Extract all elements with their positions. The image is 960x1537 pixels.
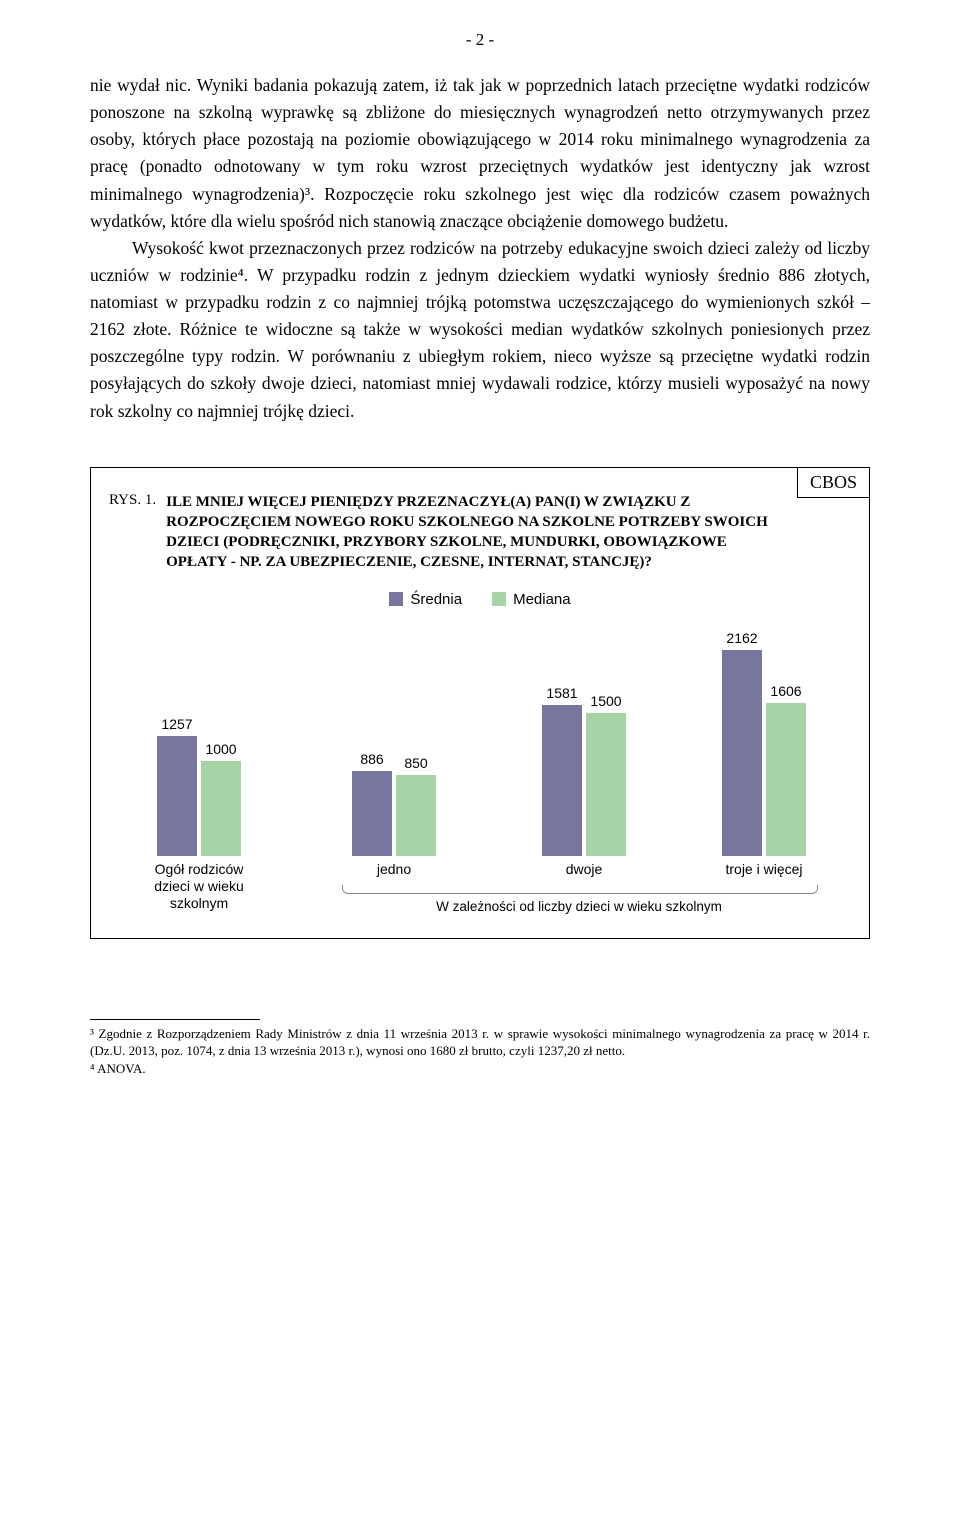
footnotes: ³ Zgodnie z Rozporządzeniem Rady Ministr… bbox=[90, 1019, 870, 1079]
footnote-4: ⁴ ANOVA. bbox=[90, 1061, 870, 1078]
bar-median-label-two: 1500 bbox=[586, 693, 626, 709]
bar-group-two: 15811500 bbox=[542, 705, 626, 856]
legend-swatch-mean bbox=[389, 592, 403, 606]
bar-mean-label-all: 1257 bbox=[157, 716, 197, 732]
bar-group-three: 21621606 bbox=[722, 650, 806, 856]
cbos-badge: CBOS bbox=[797, 467, 870, 498]
paragraph-2: Wysokość kwot przeznaczonych przez rodzi… bbox=[90, 235, 870, 425]
legend-mean: Średnia bbox=[389, 591, 462, 608]
footnote-rule bbox=[90, 1019, 260, 1020]
bar-median-label-all: 1000 bbox=[201, 741, 241, 757]
bar-mean-label-three: 2162 bbox=[722, 630, 762, 646]
bar-median-label-one: 850 bbox=[396, 755, 436, 771]
bar-median-two: 1500 bbox=[586, 713, 626, 856]
legend-label-median: Mediana bbox=[513, 591, 571, 608]
bar-median-all: 1000 bbox=[201, 761, 241, 856]
chart-frame: CBOS RYS. 1. ILE MNIEJ WIĘCEJ PIENIĘDZY … bbox=[90, 467, 870, 939]
body-text: nie wydał nic. Wyniki badania pokazują z… bbox=[90, 72, 870, 425]
xaxis-label-all: Ogół rodzicówdzieci w wiekuszkolnym bbox=[127, 861, 271, 911]
legend-swatch-median bbox=[492, 592, 506, 606]
bar-group-all: 12571000 bbox=[157, 736, 241, 856]
bracket-icon bbox=[342, 885, 818, 894]
bar-group-one: 886850 bbox=[352, 771, 436, 856]
xaxis-label-three: troje i więcej bbox=[692, 861, 836, 878]
bar-mean-all: 1257 bbox=[157, 736, 197, 856]
bar-mean-three: 2162 bbox=[722, 650, 762, 856]
bar-mean-label-two: 1581 bbox=[542, 685, 582, 701]
bar-mean-two: 1581 bbox=[542, 705, 582, 856]
legend-label-mean: Średnia bbox=[410, 591, 462, 608]
figure-number: RYS. 1. bbox=[109, 492, 156, 573]
chart-title: ILE MNIEJ WIĘCEJ PIENIĘDZY PRZEZNACZYŁ(A… bbox=[166, 492, 851, 573]
bar-mean-label-one: 886 bbox=[352, 751, 392, 767]
page-number: - 2 - bbox=[90, 30, 870, 50]
xaxis-label-two: dwoje bbox=[512, 861, 656, 878]
legend-median: Mediana bbox=[492, 591, 571, 608]
chart-legend: Średnia Mediana bbox=[109, 591, 851, 608]
xaxis-label-one: jedno bbox=[322, 861, 466, 878]
chart-area: 12571000Ogół rodzicówdzieci w wiekuszkol… bbox=[117, 616, 843, 886]
footnote-3: ³ Zgodnie z Rozporządzeniem Rady Ministr… bbox=[90, 1026, 870, 1060]
bar-median-one: 850 bbox=[396, 775, 436, 856]
paragraph-1: nie wydał nic. Wyniki badania pokazują z… bbox=[90, 72, 870, 235]
bar-median-label-three: 1606 bbox=[766, 683, 806, 699]
bar-mean-one: 886 bbox=[352, 771, 392, 856]
bar-median-three: 1606 bbox=[766, 703, 806, 856]
bracket-label: W zależności od liczby dzieci w wieku sz… bbox=[342, 899, 816, 914]
